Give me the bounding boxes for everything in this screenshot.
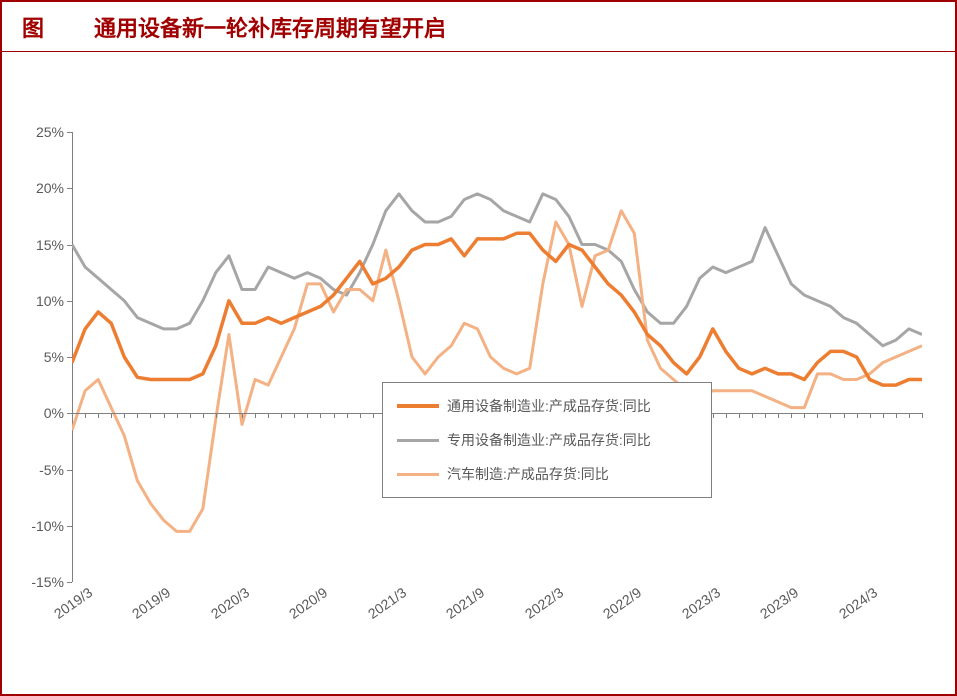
x-axis-tick-label: 2021/9 <box>443 584 487 622</box>
x-axis-tick-label: 2023/9 <box>757 584 801 622</box>
legend-label: 通用设备制造业:产成品存货:同比 <box>447 396 651 416</box>
x-tick <box>124 413 125 418</box>
x-axis-tick-label: 2020/9 <box>286 584 330 622</box>
x-tick <box>242 413 243 418</box>
figure-title: 通用设备新一轮补库存周期有望开启 <box>94 11 446 43</box>
x-tick <box>870 413 871 418</box>
x-tick <box>739 413 740 418</box>
y-axis-tick-label: 10% <box>36 293 64 309</box>
x-tick <box>229 413 230 418</box>
x-tick <box>255 413 256 418</box>
x-tick <box>896 413 897 418</box>
figure-container: 图 通用设备新一轮补库存周期有望开启 -15%-10%-5%0%5%10%15%… <box>0 0 957 696</box>
x-tick <box>817 413 818 418</box>
legend-label: 汽车制造:产成品存货:同比 <box>447 464 609 484</box>
y-tick <box>67 357 72 358</box>
legend-swatch <box>397 404 439 408</box>
y-axis-tick-label: 20% <box>36 180 64 196</box>
x-axis-tick-label: 2023/3 <box>679 584 723 622</box>
title-bar: 图 通用设备新一轮补库存周期有望开启 <box>2 2 955 52</box>
x-tick <box>137 413 138 418</box>
x-tick <box>804 413 805 418</box>
x-axis-tick-label: 2019/9 <box>129 584 173 622</box>
x-tick <box>373 413 374 418</box>
legend: 通用设备制造业:产成品存货:同比专用设备制造业:产成品存货:同比汽车制造:产成品… <box>382 382 712 498</box>
x-tick <box>713 413 714 418</box>
x-tick <box>909 413 910 418</box>
y-axis-tick-label: 5% <box>44 349 64 365</box>
legend-item: 汽车制造:产成品存货:同比 <box>397 459 697 489</box>
legend-item: 专用设备制造业:产成品存货:同比 <box>397 425 697 455</box>
x-tick <box>922 413 923 418</box>
x-tick <box>190 413 191 418</box>
x-tick <box>765 413 766 418</box>
y-tick <box>67 526 72 527</box>
x-tick <box>830 413 831 418</box>
x-tick <box>294 413 295 418</box>
x-tick <box>320 413 321 418</box>
x-axis-tick-label: 2022/9 <box>600 584 644 622</box>
y-tick <box>67 188 72 189</box>
x-tick <box>360 413 361 418</box>
y-tick <box>67 132 72 133</box>
x-axis-tick-label: 2022/3 <box>522 584 566 622</box>
x-tick <box>726 413 727 418</box>
chart-plot-area: -15%-10%-5%0%5%10%15%20%25%2019/32019/92… <box>72 132 922 582</box>
y-axis-tick-label: 15% <box>36 237 64 253</box>
x-tick <box>98 413 99 418</box>
legend-swatch <box>397 473 439 476</box>
y-axis-tick-label: 0% <box>44 405 64 421</box>
y-tick <box>67 582 72 583</box>
x-axis-tick-label: 2020/3 <box>208 584 252 622</box>
legend-label: 专用设备制造业:产成品存货:同比 <box>447 430 651 450</box>
figure-label: 图 <box>22 11 44 43</box>
y-axis-tick-label: -10% <box>31 518 64 534</box>
x-tick <box>844 413 845 418</box>
x-tick <box>268 413 269 418</box>
legend-swatch <box>397 439 439 442</box>
x-tick <box>281 413 282 418</box>
x-tick <box>216 413 217 418</box>
x-tick <box>752 413 753 418</box>
x-tick <box>857 413 858 418</box>
y-axis-tick-label: -5% <box>39 462 64 478</box>
x-tick <box>307 413 308 418</box>
series-line <box>72 194 922 346</box>
x-tick <box>177 413 178 418</box>
x-tick <box>347 413 348 418</box>
x-tick <box>778 413 779 418</box>
y-tick <box>67 245 72 246</box>
x-tick <box>883 413 884 418</box>
legend-item: 通用设备制造业:产成品存货:同比 <box>397 391 697 421</box>
x-tick <box>85 413 86 418</box>
y-tick <box>67 470 72 471</box>
x-axis-tick-label: 2021/3 <box>365 584 409 622</box>
x-tick <box>791 413 792 418</box>
y-axis-tick-label: -15% <box>31 574 64 590</box>
y-axis-tick-label: 25% <box>36 124 64 140</box>
plot-svg <box>72 132 922 582</box>
x-tick <box>203 413 204 418</box>
x-axis-tick-label: 2024/3 <box>836 584 880 622</box>
x-tick <box>72 413 73 418</box>
x-tick <box>164 413 165 418</box>
x-tick <box>111 413 112 418</box>
y-tick <box>67 301 72 302</box>
x-tick <box>150 413 151 418</box>
x-tick <box>334 413 335 418</box>
